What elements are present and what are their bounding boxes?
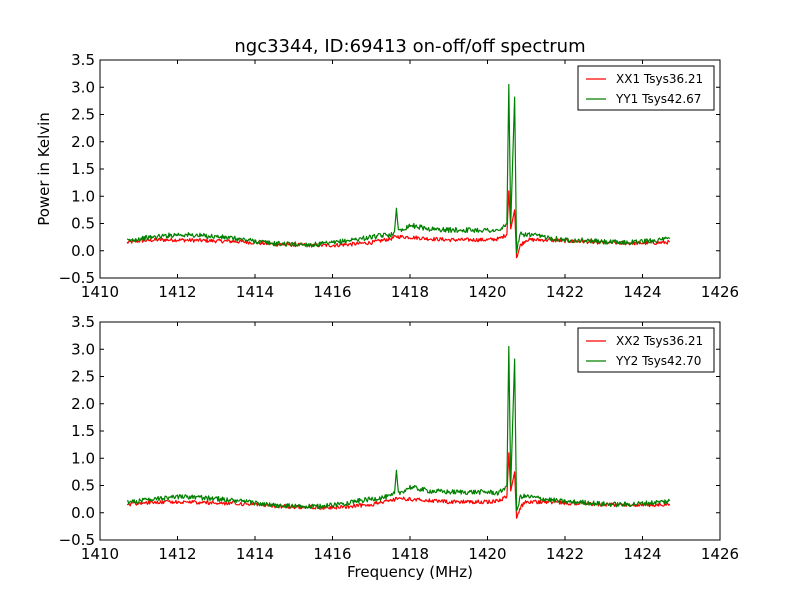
- y-axis-label: Power in Kelvin: [35, 112, 53, 226]
- y-tick-label: 1.0: [71, 187, 95, 205]
- x-tick-label: 1426: [701, 545, 739, 563]
- chart-title: ngc3344, ID:69413 on-off/off spectrum: [234, 36, 585, 57]
- x-tick-label: 1418: [391, 545, 429, 563]
- legend-box: [577, 65, 715, 111]
- y-tick-label: 3.5: [71, 313, 95, 331]
- x-tick-label: 1412: [158, 283, 196, 301]
- lower-plot: 1410 1412 1414 1416 1418 1420 1422 1424 1426 −0.5…: [59, 313, 740, 581]
- y-tick-label: −0.5: [59, 531, 95, 549]
- x-tick-label: 1410: [81, 283, 119, 301]
- legend-box: [577, 327, 715, 373]
- y-tick-label: 2.0: [71, 133, 95, 151]
- x-tick-label: 1422: [546, 283, 584, 301]
- y-tick-label: 0.5: [71, 215, 95, 233]
- y-tick-label: 2.5: [71, 368, 95, 386]
- x-tick-label: 1424: [623, 545, 661, 563]
- legend: XX2 Tsys36.21 YY2 Tsys42.70: [577, 327, 715, 373]
- upper-plot: 1410 1412 1414 1416 1418 1420 1422 1424 1426 −0.5…: [35, 51, 739, 301]
- x-tick-label: 1426: [701, 283, 739, 301]
- legend-label-2: YY1 Tsys42.67: [615, 92, 701, 106]
- y-tick-label: 3.0: [71, 78, 95, 96]
- series-group: [126, 83, 671, 259]
- series-line-2: [126, 345, 671, 511]
- y-tick-label: −0.5: [59, 269, 95, 287]
- legend-label-1: XX2 Tsys36.21: [616, 334, 703, 348]
- y-tick-label: 3.0: [71, 340, 95, 358]
- x-tick-label: 1424: [623, 283, 661, 301]
- y-tick-label: 1.5: [71, 160, 95, 178]
- x-tick-label: 1410: [81, 545, 119, 563]
- x-tick-label: 1418: [391, 283, 429, 301]
- x-tick-label: 1422: [546, 545, 584, 563]
- y-tick-label: 0.0: [71, 242, 95, 260]
- x-tick-label: 1416: [313, 545, 351, 563]
- y-tick-label: 0.5: [71, 477, 95, 495]
- legend-label-1: XX1 Tsys36.21: [616, 72, 703, 86]
- y-tick-label: 3.5: [71, 51, 95, 69]
- y-tick-label: 2.0: [71, 395, 95, 413]
- y-tick-label: 0.0: [71, 504, 95, 522]
- x-tick-label: 1414: [236, 545, 274, 563]
- y-tick-label: 1.0: [71, 449, 95, 467]
- series-group: [126, 345, 671, 519]
- x-tick-label: 1420: [468, 545, 506, 563]
- x-tick-label: 1420: [468, 283, 506, 301]
- x-tick-label: 1412: [158, 545, 196, 563]
- legend-label-2: YY2 Tsys42.70: [615, 354, 701, 368]
- x-tick-label: 1416: [313, 283, 351, 301]
- series-line-2: [126, 83, 671, 254]
- y-tick-label: 1.5: [71, 422, 95, 440]
- legend: XX1 Tsys36.21 YY1 Tsys42.67: [577, 65, 715, 111]
- x-axis-label: Frequency (MHz): [347, 563, 473, 581]
- y-tick-label: 2.5: [71, 106, 95, 124]
- x-tick-label: 1414: [236, 283, 274, 301]
